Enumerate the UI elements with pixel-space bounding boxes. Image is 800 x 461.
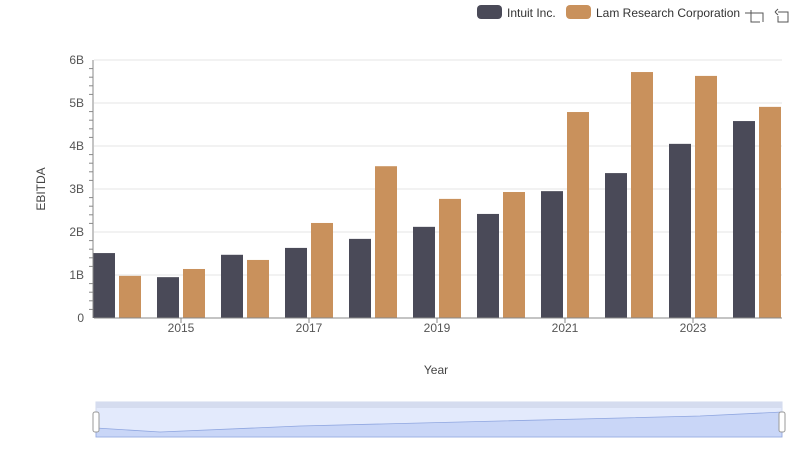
y-tick-label: 1B bbox=[69, 268, 84, 282]
bar-intuit-2019[interactable] bbox=[413, 226, 435, 318]
legend-label: Intuit Inc. bbox=[507, 6, 556, 20]
legend-item-lam-research[interactable]: Lam Research Corporation bbox=[566, 5, 740, 20]
x-axis-label: Year bbox=[424, 363, 448, 377]
bar-lam-research-2022[interactable] bbox=[631, 72, 653, 318]
legend-label: Lam Research Corporation bbox=[596, 6, 740, 20]
bar-lam-research-2017[interactable] bbox=[311, 222, 333, 318]
bar-intuit-2014[interactable] bbox=[93, 253, 115, 318]
y-axis-label: EBITDA bbox=[34, 167, 48, 210]
bar-intuit-2022[interactable] bbox=[605, 173, 627, 318]
bar-lam-research-2023[interactable] bbox=[695, 75, 717, 318]
x-tick-label: 2015 bbox=[168, 321, 195, 335]
bar-intuit-2020[interactable] bbox=[477, 213, 499, 318]
y-tick-label: 5B bbox=[69, 96, 84, 110]
legend-item-intuit[interactable]: Intuit Inc. bbox=[477, 5, 556, 20]
bar-intuit-2018[interactable] bbox=[349, 238, 371, 318]
bar-lam-research-2018[interactable] bbox=[375, 166, 397, 318]
legend-swatch bbox=[566, 5, 591, 19]
x-tick-label: 2021 bbox=[552, 321, 579, 335]
bar-intuit-2021[interactable] bbox=[541, 191, 563, 318]
bar-lam-research-2015[interactable] bbox=[183, 268, 205, 318]
slider-handle-right[interactable] bbox=[778, 411, 786, 433]
legend-swatch bbox=[477, 5, 502, 19]
y-tick-label: 0 bbox=[77, 311, 84, 325]
y-tick-label: 3B bbox=[69, 182, 84, 196]
x-tick-label: 2023 bbox=[680, 321, 707, 335]
y-tick-label: 4B bbox=[69, 139, 84, 153]
x-tick-label: 2017 bbox=[296, 321, 323, 335]
bar-intuit-2017[interactable] bbox=[285, 247, 307, 318]
data-zoom-slider[interactable] bbox=[92, 401, 786, 438]
bar-lam-research-2014[interactable] bbox=[119, 275, 141, 318]
reset-icon[interactable] bbox=[774, 8, 789, 23]
bar-intuit-2024[interactable] bbox=[733, 121, 755, 318]
bar-intuit-2023[interactable] bbox=[669, 143, 691, 318]
x-tick-label: 2019 bbox=[424, 321, 451, 335]
bar-intuit-2016[interactable] bbox=[221, 254, 243, 318]
slider-handle-left[interactable] bbox=[92, 411, 100, 433]
bar-lam-research-2016[interactable] bbox=[247, 259, 269, 318]
bar-lam-research-2024[interactable] bbox=[759, 106, 781, 319]
y-tick-label: 2B bbox=[69, 225, 84, 239]
zoom-icon[interactable] bbox=[745, 10, 764, 23]
y-tick-label: 6B bbox=[69, 53, 84, 67]
bar-lam-research-2019[interactable] bbox=[439, 198, 461, 318]
bar-lam-research-2021[interactable] bbox=[567, 112, 589, 318]
bar-intuit-2015[interactable] bbox=[157, 277, 179, 318]
bar-lam-research-2020[interactable] bbox=[503, 192, 525, 318]
